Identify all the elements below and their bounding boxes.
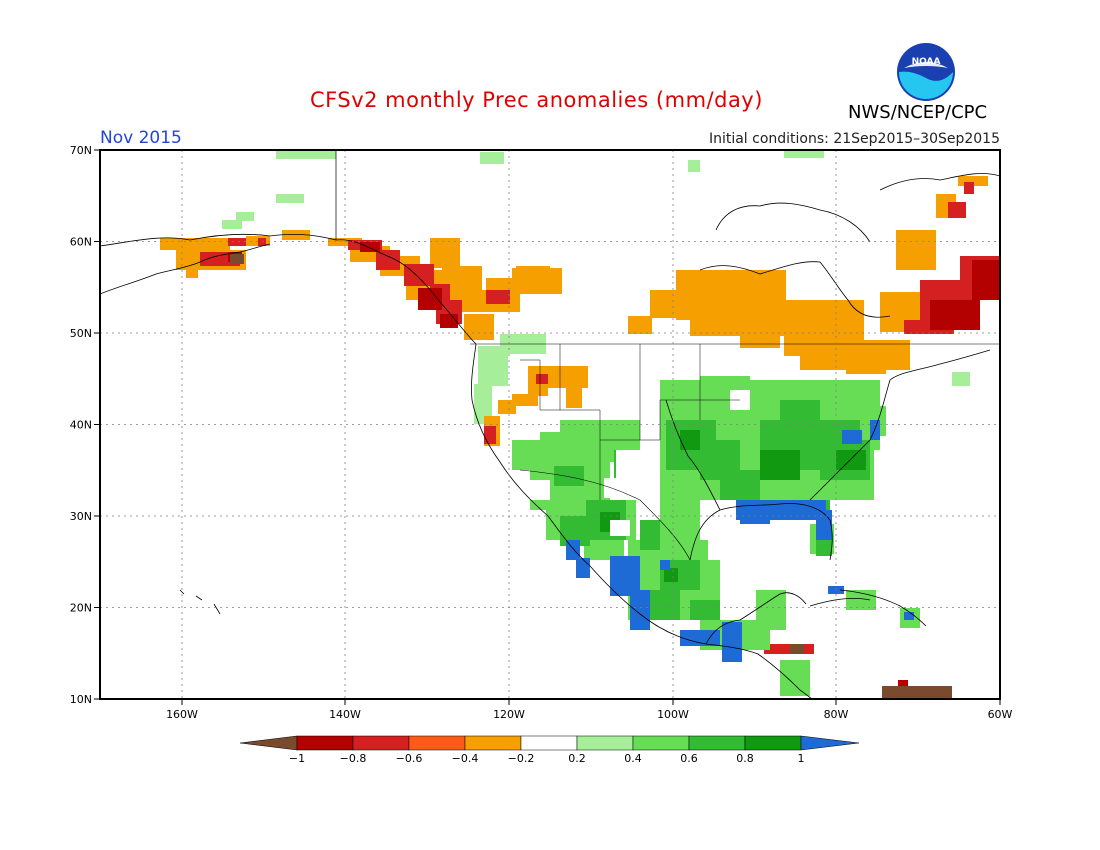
- legend-tick-label: −1: [289, 752, 305, 765]
- forecast-period: Nov 2015: [100, 128, 182, 148]
- logo-text: NOAA: [912, 57, 941, 67]
- legend-swatch: [408, 735, 466, 751]
- legend-tick-label: −0.6: [396, 752, 423, 765]
- lon-label: 80W: [824, 708, 849, 721]
- legend-tick-label: 0.8: [736, 752, 754, 765]
- lat-label: 60N: [70, 236, 92, 249]
- noaa-logo: NOAA: [897, 43, 955, 101]
- legend-tick-label: 1: [798, 752, 805, 765]
- initial-conditions: Initial conditions: 21Sep2015–30Sep2015: [708, 131, 1000, 147]
- lon-label: 60W: [988, 708, 1013, 721]
- legend-tick-labels: −1 −0.8 −0.6 −0.4 −0.2 0.2 0.4 0.6 0.8 1: [289, 752, 805, 765]
- legend-swatch: [744, 735, 802, 751]
- legend-swatch: [576, 735, 634, 751]
- legend-swatch: [632, 735, 690, 751]
- legend-tick-label: 0.2: [568, 752, 586, 765]
- credit-label: NWS/NCEP/CPC: [848, 102, 988, 123]
- legend-tick-label: −0.8: [340, 752, 367, 765]
- gridlines: [100, 150, 1000, 699]
- lat-label: 50N: [70, 327, 92, 340]
- legend-swatch: [296, 735, 354, 751]
- lat-label: 40N: [70, 419, 92, 432]
- lat-label: 20N: [70, 602, 92, 615]
- lon-label: 140W: [329, 708, 361, 721]
- chart-title: CFSv2 monthly Prec anomalies (mm/day): [310, 88, 763, 112]
- lat-label: 10N: [70, 693, 92, 706]
- legend-swatch-low: [239, 735, 298, 751]
- legend-tick-label: 0.6: [680, 752, 698, 765]
- legend-swatch: [520, 735, 578, 751]
- legend-tick-label: −0.4: [452, 752, 479, 765]
- lat-label: 70N: [70, 144, 92, 157]
- color-bar-legend: [239, 735, 860, 751]
- anomaly-layer: [100, 150, 1000, 699]
- legend-swatch: [352, 735, 410, 751]
- legend-tick-label: 0.4: [624, 752, 642, 765]
- legend-swatch-high: [800, 735, 860, 751]
- lat-label: 30N: [70, 510, 92, 523]
- lon-label: 160W: [166, 708, 198, 721]
- legend-tick-label: −0.2: [508, 752, 535, 765]
- longitude-labels: 160W 140W 120W 100W 80W 60W: [166, 708, 1012, 721]
- lon-label: 100W: [657, 708, 689, 721]
- legend-swatch: [464, 735, 522, 751]
- lon-label: 120W: [493, 708, 525, 721]
- latitude-labels: 70N 60N 50N 40N 30N 20N 10N: [70, 144, 92, 706]
- legend-swatch: [688, 735, 746, 751]
